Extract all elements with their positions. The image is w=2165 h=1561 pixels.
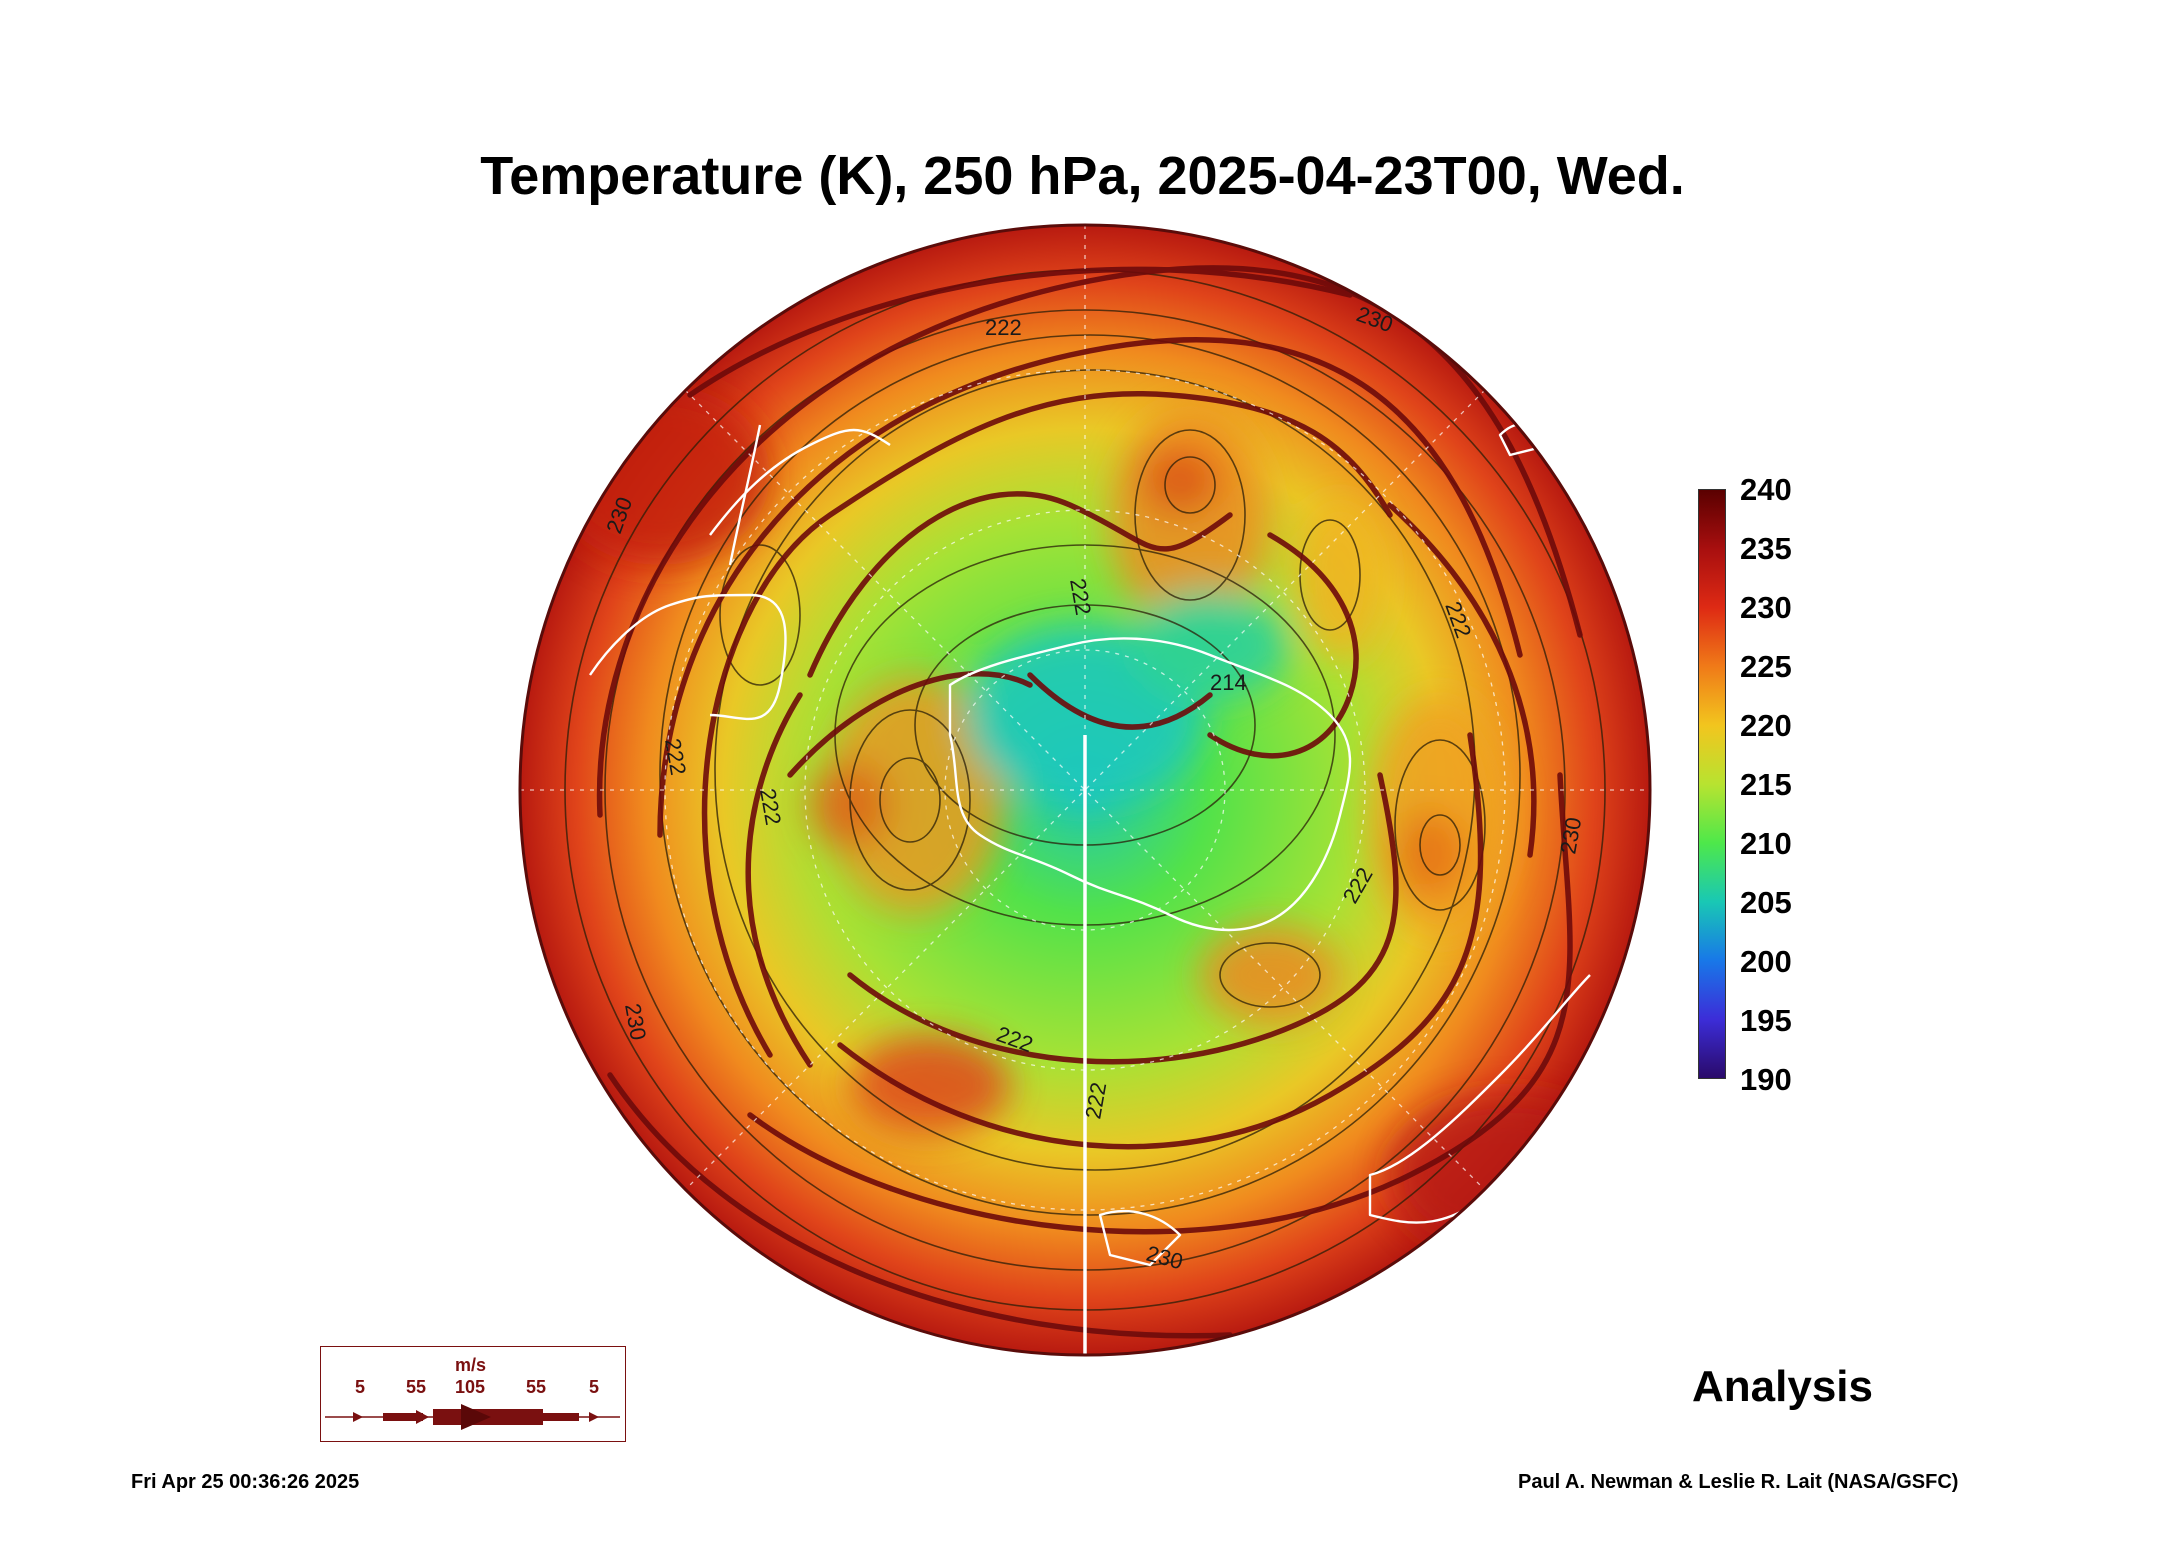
wind-streamlines xyxy=(596,265,1583,1339)
graticule xyxy=(520,225,1650,1211)
analysis-label: Analysis xyxy=(1692,1362,1873,1411)
colorbar-tick-label: 190 xyxy=(1740,1062,1792,1097)
colorbar-tick-label: 225 xyxy=(1740,649,1792,684)
map-boundary xyxy=(518,223,1652,1357)
timestamp: Fri Apr 25 00:36:26 2025 xyxy=(131,1471,360,1493)
colorbar-tick-label: 240 xyxy=(1740,472,1792,507)
temperature-colorbar xyxy=(1698,489,1726,1079)
colorbar-tick-label: 200 xyxy=(1740,944,1792,979)
wind-legend-arrow xyxy=(325,1404,620,1430)
colorbar-tick-label: 220 xyxy=(1740,708,1792,743)
colorbar-tick-label: 210 xyxy=(1740,826,1792,861)
contour-label: 222 xyxy=(985,315,1022,340)
colorbar-tick-label: 235 xyxy=(1740,531,1792,566)
page-title: Temperature (K), 250 hPa, 2025-04-23T00,… xyxy=(480,146,1685,206)
wind-speed-legend: m/s 5 55 105 55 5 xyxy=(320,1346,626,1442)
polar-temperature-map: 222 222 222 222 222 222 222 222 230 230 … xyxy=(518,223,1652,1357)
wind-legend-value: 105 xyxy=(455,1377,486,1397)
colorbar-tick-label: 215 xyxy=(1740,767,1792,802)
wind-legend-value: 5 xyxy=(589,1377,600,1397)
wind-legend-unit: m/s xyxy=(455,1355,487,1375)
wind-legend-value: 55 xyxy=(406,1377,427,1397)
wind-legend-value: 5 xyxy=(355,1377,366,1397)
credit: Paul A. Newman & Leslie R. Lait (NASA/GS… xyxy=(1518,1471,1959,1493)
wind-legend-value: 55 xyxy=(526,1377,547,1397)
colorbar-tick-label: 195 xyxy=(1740,1003,1792,1038)
colorbar-tick-label: 205 xyxy=(1740,885,1792,920)
colorbar-tick-label: 230 xyxy=(1740,590,1792,625)
temperature-field xyxy=(520,225,1650,1355)
contour-label: 214 xyxy=(1210,670,1247,695)
